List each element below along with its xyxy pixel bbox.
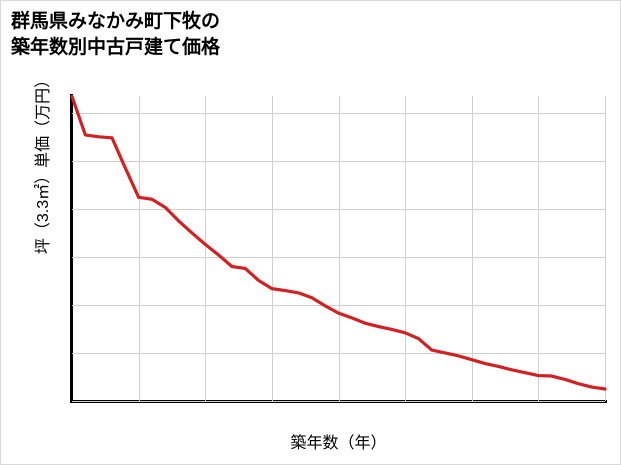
gridline-vertical (138, 96, 140, 401)
gridline-vertical (271, 96, 273, 401)
gridline-vertical (605, 96, 606, 401)
gridline-vertical (338, 96, 340, 401)
gridline-horizontal (72, 401, 605, 402)
gridline-vertical (538, 96, 540, 401)
gridline-vertical (471, 96, 473, 401)
data-series-line (70, 94, 607, 391)
y-axis-label: 坪（3.3㎡）単価（万円） (35, 71, 52, 255)
x-axis-label: 築年数（年） (290, 435, 387, 452)
plot-area: 10203040506070 0510152025303540 (70, 94, 607, 402)
y-axis-spine (70, 94, 73, 403)
gridline-vertical (205, 96, 207, 401)
series-line (70, 94, 607, 391)
chart-title: 群馬県みなかみ町下牧の 築年数別中古戸建て価格 (11, 11, 221, 58)
gridline-vertical (405, 96, 407, 401)
